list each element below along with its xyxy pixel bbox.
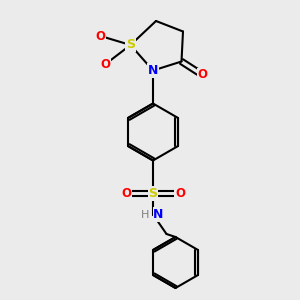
Text: O: O xyxy=(95,29,106,43)
Text: H: H xyxy=(140,209,149,220)
Text: O: O xyxy=(197,68,208,82)
Text: O: O xyxy=(175,187,185,200)
Text: S: S xyxy=(126,38,135,52)
Text: O: O xyxy=(100,58,110,71)
Text: N: N xyxy=(153,208,164,221)
Text: S: S xyxy=(148,187,158,200)
Text: N: N xyxy=(148,64,158,77)
Text: O: O xyxy=(121,187,131,200)
